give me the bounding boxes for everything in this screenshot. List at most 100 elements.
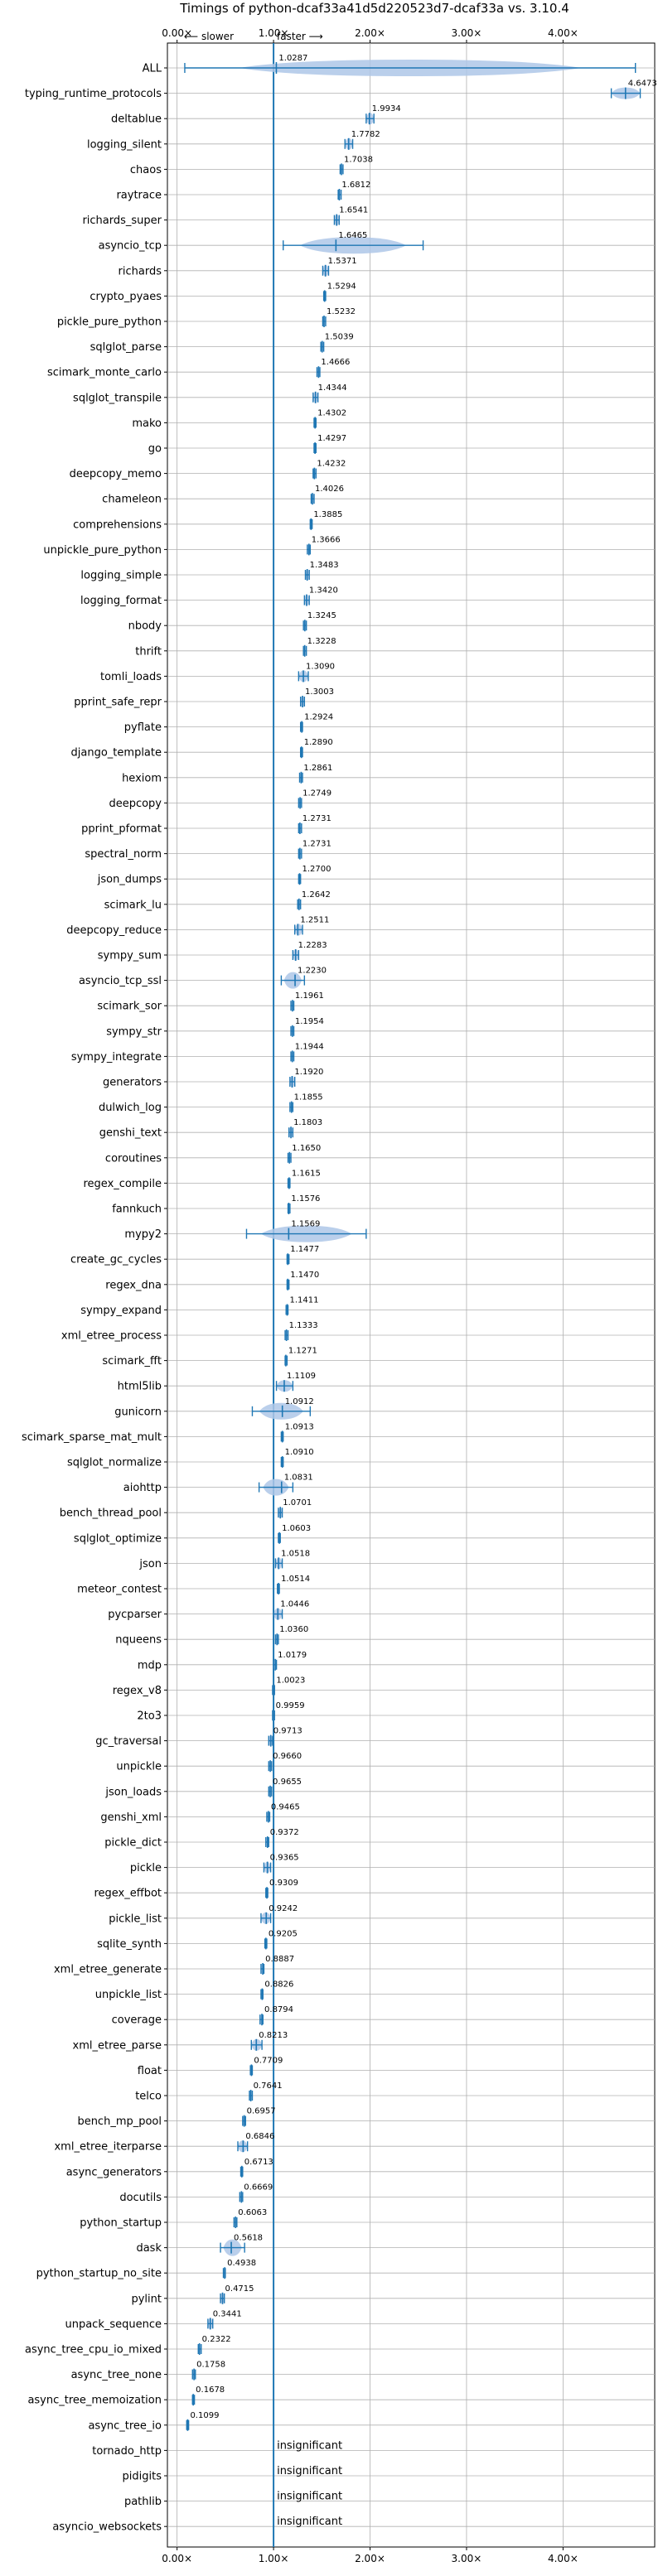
x-tick-label: 4.00× [548,2553,578,2564]
category-label: async_tree_none [71,2369,162,2381]
value-label: 1.3228 [307,637,336,646]
value-label: 1.3090 [306,662,335,671]
category-label: asyncio_websockets [52,2521,162,2534]
insignificant-label: insignificant [277,2516,342,2528]
category-label: xml_etree_iterparse [54,2141,162,2154]
category-label: deepcopy_reduce [66,924,162,937]
value-label: 0.9660 [273,1752,302,1761]
value-label: 0.6713 [244,2158,273,2167]
category-label: typing_runtime_protocols [25,88,162,100]
category-label: comprehensions [73,519,162,531]
value-label: 1.0912 [285,1397,314,1406]
category-label: django_template [71,747,162,760]
value-label: 1.0179 [278,1651,307,1660]
category-label: gc_traversal [95,1735,162,1748]
value-label: 1.1954 [295,1017,324,1026]
value-label: 1.1333 [289,1321,318,1330]
insignificant-label: insignificant [277,2491,342,2503]
category-label: unpickle_pure_python [43,544,162,557]
value-label: 1.1477 [290,1245,319,1254]
value-label: 0.8826 [264,1980,293,1990]
value-label: 1.0518 [281,1549,310,1558]
value-label: 0.9713 [273,1727,302,1736]
category-label: mdp [138,1659,162,1672]
insignificant-label: insignificant [277,2465,342,2477]
value-label: 1.6541 [339,206,368,215]
category-label: async_tree_memoization [27,2395,162,2407]
category-label: async_generators [66,2166,162,2178]
category-label: 2to3 [137,1710,162,1723]
category-label: unpickle_list [95,1989,162,2001]
category-label: regex_compile [83,1178,162,1190]
value-label: 4.6473 [628,80,657,89]
value-label: 0.8887 [265,1955,294,1964]
value-label: 0.8794 [264,2005,293,2014]
category-label: dask [136,2242,162,2255]
category-label: ALL [143,63,162,75]
category-label: regex_v8 [113,1685,162,1697]
category-label: logging_simple [80,570,162,582]
category-label: unpickle [116,1761,162,1773]
category-label: scimark_sparse_mat_mult [22,1431,162,1444]
category-label: dulwich_log [99,1102,162,1114]
category-label: async_tree_cpu_io_mixed [25,2344,162,2357]
category-label: tomli_loads [100,671,162,683]
value-label: 1.1411 [290,1295,319,1305]
value-label: 1.1920 [294,1068,323,1077]
category-label: logging_silent [87,138,162,151]
category-label: sympy_sum [98,950,162,962]
value-label: 0.6669 [244,2183,273,2192]
value-label: 1.7038 [344,155,373,164]
plot-frame [167,42,656,2548]
value-label: 1.5371 [328,257,357,266]
value-label: 1.6812 [341,181,370,190]
category-label: deepcopy [109,798,162,810]
value-label: 0.9365 [270,1854,299,1863]
value-label: 1.4232 [317,460,346,469]
value-label: 1.0023 [276,1676,305,1685]
x-tick-label: 2.00× [355,2553,385,2564]
category-label: asyncio_tcp [99,240,162,253]
category-label: float [138,2065,162,2077]
value-label: 1.2749 [302,789,332,798]
category-label: nqueens [115,1634,162,1647]
value-label: 1.1109 [287,1372,316,1381]
value-label: 1.4344 [318,384,347,393]
category-label: fannkuch [112,1204,162,1216]
value-label: 0.1758 [196,2361,225,2370]
value-label: 1.9934 [372,104,401,113]
value-label: 1.4666 [321,358,350,367]
value-label: 1.1650 [292,1144,321,1153]
value-label: 1.2283 [298,941,327,950]
value-label: 0.9309 [269,1879,298,1888]
value-label: 0.7709 [254,2056,283,2065]
category-label: pickle_list [109,1913,162,1925]
value-label: 1.0913 [285,1422,314,1431]
value-label: 0.9205 [269,1929,298,1938]
category-label: go [148,443,162,456]
value-label: 0.3441 [213,2309,242,2318]
value-label: 1.3885 [313,510,342,519]
value-label: 1.2700 [302,865,332,874]
category-label: xml_etree_parse [73,2039,162,2052]
x-tick-label-top: 4.00× [548,27,578,39]
category-label: nbody [128,620,162,633]
category-label: telco [135,2091,162,2103]
category-label: raytrace [116,190,162,202]
x-tick-label-top: 0.00× [162,27,192,39]
value-label: 1.0603 [282,1524,311,1533]
value-label: 1.1855 [294,1093,323,1102]
category-label: xml_etree_process [61,1330,162,1343]
insignificant-label: insignificant [277,2439,342,2452]
category-label: create_gc_cycles [70,1254,162,1266]
category-label: async_tree_io [88,2419,162,2432]
value-label: 1.0910 [285,1448,314,1457]
category-label: pprint_safe_repr [74,697,162,709]
x-tick-label: 3.00× [452,2553,482,2564]
value-label: 0.6063 [238,2208,267,2217]
value-label: 1.3666 [312,535,341,544]
category-label: regex_effbot [94,1888,162,1900]
value-label: 0.9655 [273,1778,302,1787]
category-label: json [138,1558,162,1570]
